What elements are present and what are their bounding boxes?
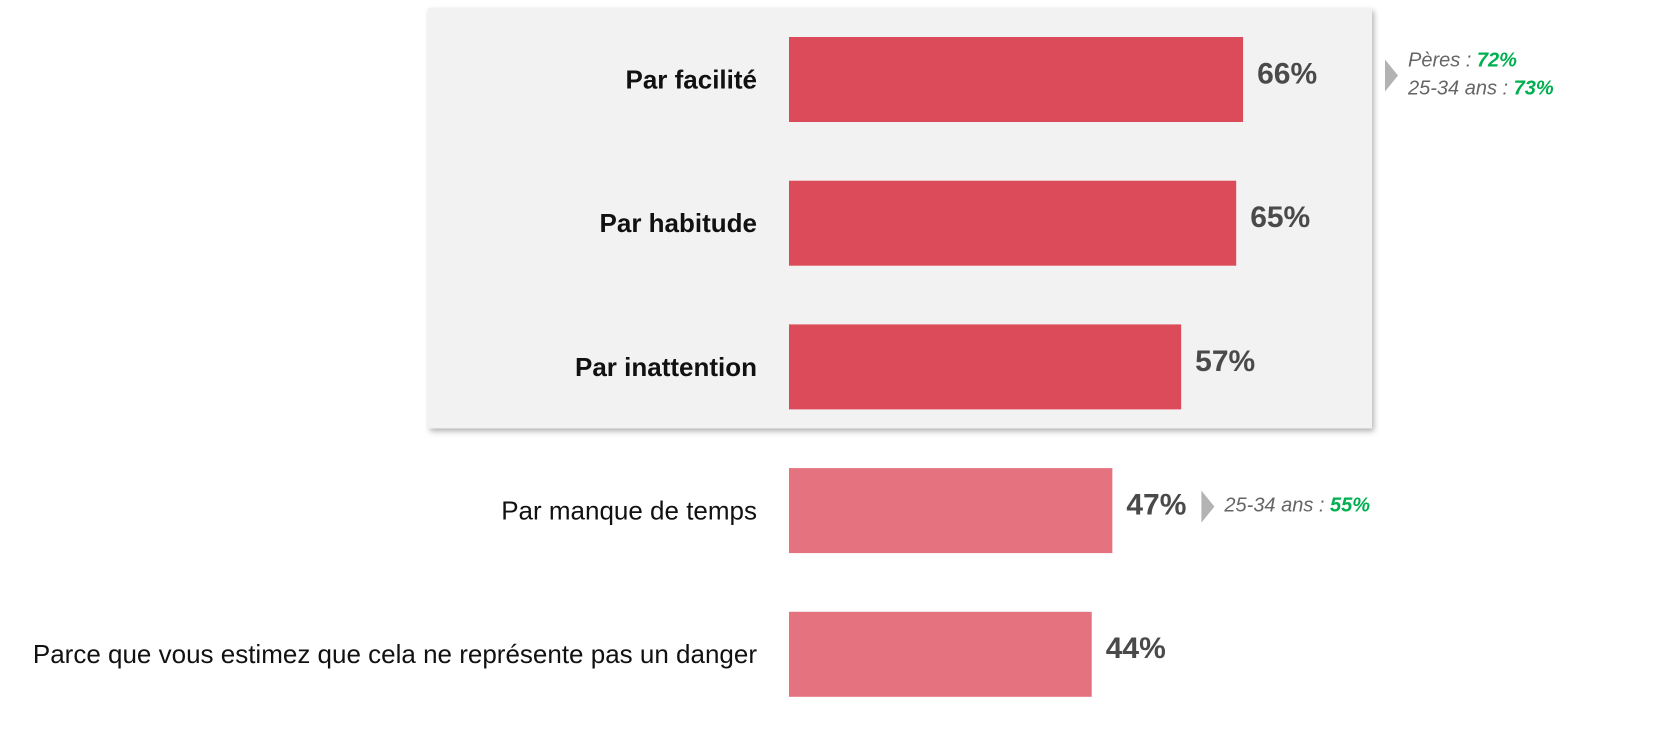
category-label: Parce que vous estimez que cela ne repré… xyxy=(33,639,757,669)
annotation-arrow xyxy=(1201,490,1215,523)
value-label: 65% xyxy=(1250,201,1310,234)
annotation-arrow xyxy=(1385,59,1398,92)
category-label: Par habitude xyxy=(600,208,757,238)
annotation-label: 25-34 ans : xyxy=(1407,78,1508,100)
annotation: 25-34 ans : 73% xyxy=(1407,78,1554,100)
category-label: Par manque de temps xyxy=(501,495,757,525)
annotation: Pères : 72% xyxy=(1408,50,1517,72)
value-label: 66% xyxy=(1257,57,1317,90)
bar xyxy=(789,37,1244,122)
bar xyxy=(789,468,1113,554)
value-label: 47% xyxy=(1126,489,1186,522)
annotation-value: 72% xyxy=(1477,50,1517,72)
bar xyxy=(789,180,1237,266)
annotation-value: 73% xyxy=(1514,78,1554,100)
category-label: Par facilité xyxy=(625,64,757,94)
annotation-label: 25-34 ans : xyxy=(1223,495,1324,517)
value-label: 44% xyxy=(1106,632,1166,665)
annotation-label: Pères : xyxy=(1408,50,1471,72)
bar xyxy=(789,324,1182,410)
annotation-value: 55% xyxy=(1330,495,1370,517)
category-label: Par inattention xyxy=(575,352,757,382)
value-label: 57% xyxy=(1195,345,1255,378)
annotation: 25-34 ans : 55% xyxy=(1223,495,1370,517)
bar xyxy=(789,611,1092,697)
